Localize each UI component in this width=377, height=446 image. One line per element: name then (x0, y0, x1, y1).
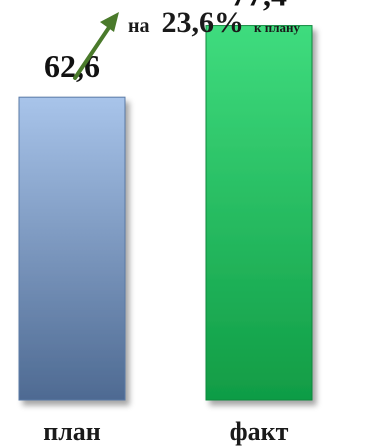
trend-up-arrow-icon (73, 12, 119, 80)
value-label-fact: 77,4 (231, 0, 287, 13)
category-label-plan: план (43, 417, 101, 446)
growth-prefix: на (128, 15, 150, 37)
growth-annotation: на 23,6% к плану (128, 6, 301, 39)
bar-fact (205, 25, 313, 401)
category-label-fact: факт (230, 417, 289, 446)
growth-value: 23,6% (162, 6, 245, 39)
growth-suffix: к плану (254, 20, 301, 35)
bar-plan (18, 96, 126, 401)
